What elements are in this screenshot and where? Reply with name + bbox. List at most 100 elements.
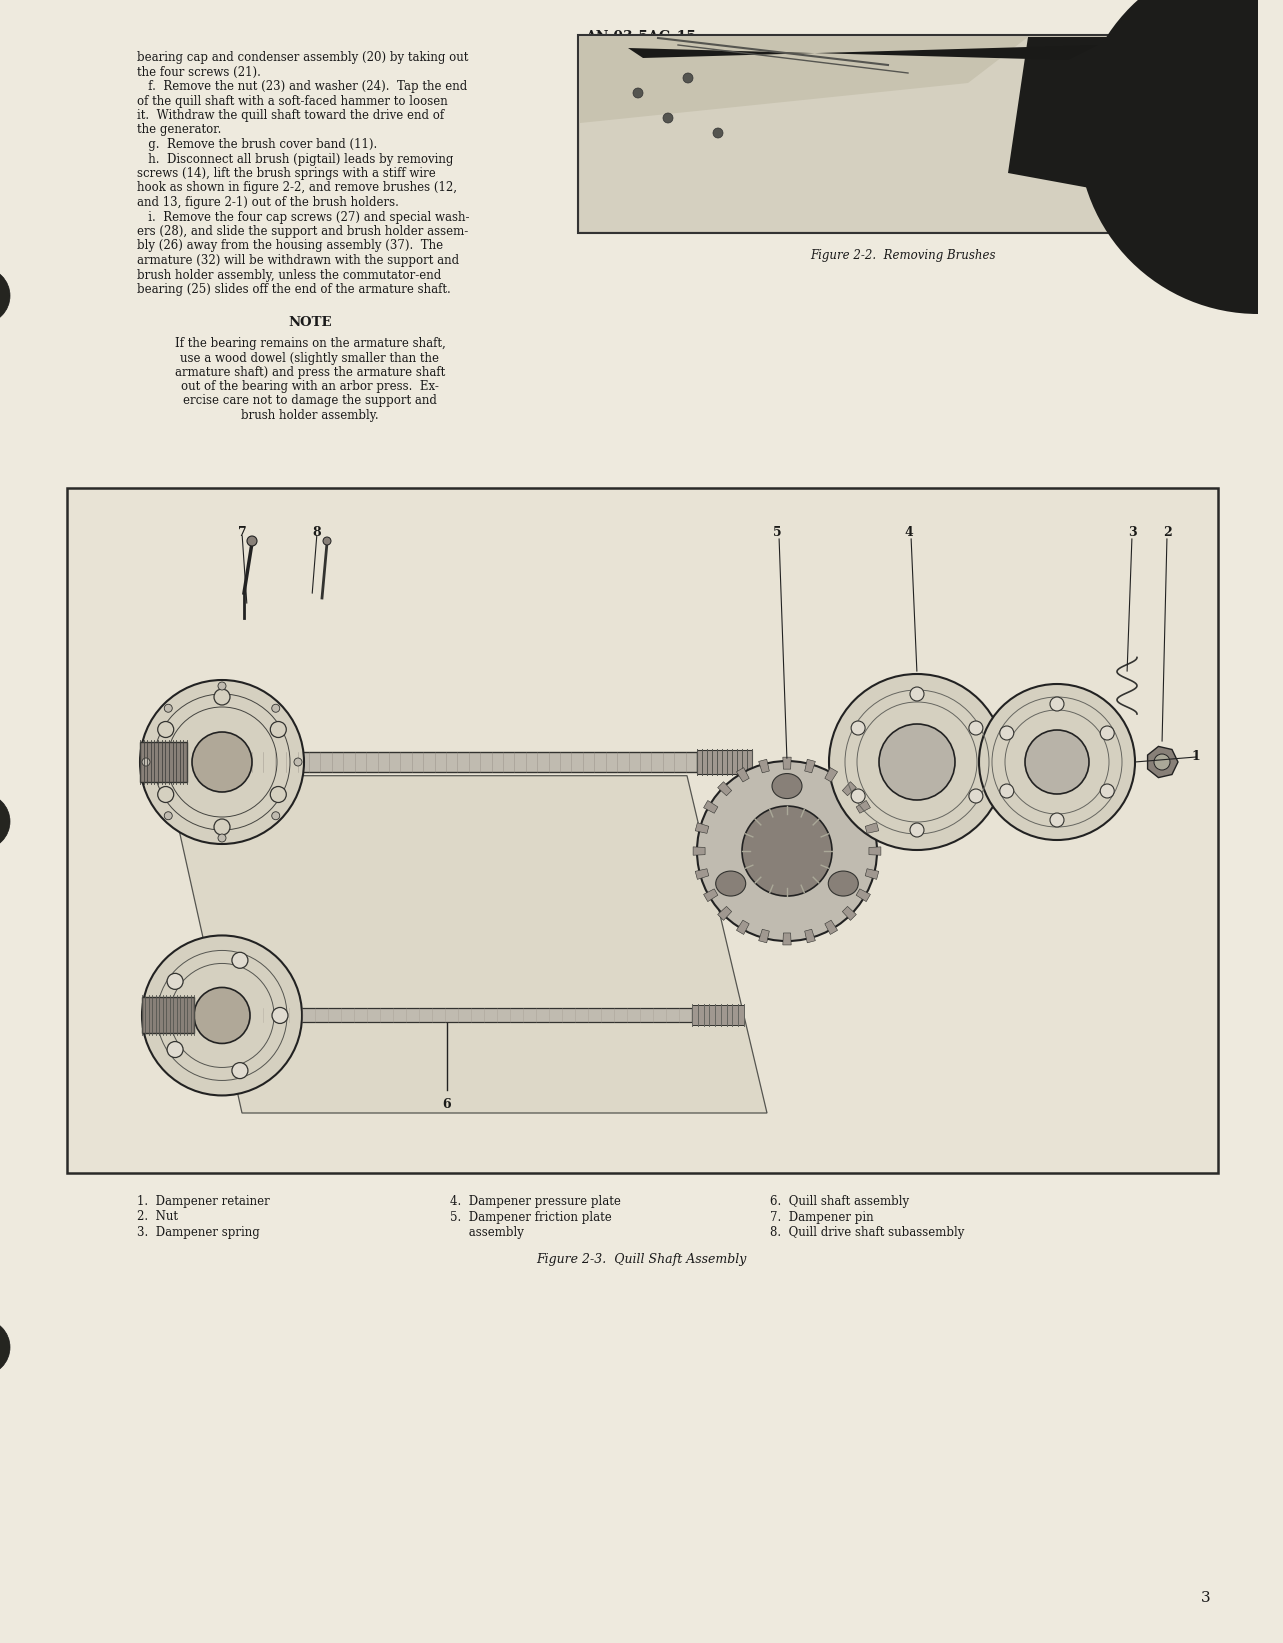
Bar (579, 35, 1228, 233)
Text: 6.  Quill shaft assembly: 6. Quill shaft assembly (770, 1194, 910, 1208)
Circle shape (999, 726, 1014, 739)
Circle shape (742, 807, 831, 895)
Text: 5.  Dampener friction plate: 5. Dampener friction plate (450, 1211, 612, 1224)
Circle shape (0, 268, 10, 324)
Circle shape (1025, 729, 1089, 794)
Polygon shape (804, 759, 815, 772)
Polygon shape (825, 767, 838, 782)
Circle shape (167, 973, 183, 989)
Text: out of the bearing with an arbor press.  Ex-: out of the bearing with an arbor press. … (181, 380, 439, 393)
Text: ercise care not to damage the support and: ercise care not to damage the support an… (183, 394, 438, 407)
Circle shape (158, 787, 173, 802)
Circle shape (683, 72, 693, 84)
Circle shape (272, 705, 280, 713)
Text: bearing (25) slides off the end of the armature shaft.: bearing (25) slides off the end of the a… (137, 283, 450, 296)
Circle shape (271, 787, 286, 802)
Text: screws (14), lift the brush springs with a stiff wire: screws (14), lift the brush springs with… (137, 168, 436, 181)
Circle shape (713, 128, 724, 138)
Polygon shape (167, 775, 767, 1112)
Circle shape (969, 789, 983, 803)
Circle shape (851, 721, 865, 734)
Text: NOTE: NOTE (289, 315, 332, 329)
Circle shape (910, 823, 924, 836)
Polygon shape (703, 800, 718, 813)
Polygon shape (1147, 746, 1178, 777)
Polygon shape (695, 823, 708, 833)
Polygon shape (843, 907, 856, 920)
Text: brush holder assembly, unless the commutator-end: brush holder assembly, unless the commut… (137, 268, 441, 281)
Circle shape (851, 789, 865, 803)
Polygon shape (703, 889, 718, 902)
Text: f.  Remove the nut (23) and washer (24).  Tap the end: f. Remove the nut (23) and washer (24). … (137, 81, 467, 94)
Polygon shape (736, 920, 749, 935)
Bar (692, 1006, 744, 1025)
Polygon shape (783, 757, 792, 769)
Text: armature (32) will be withdrawn with the support and: armature (32) will be withdrawn with the… (137, 255, 459, 268)
Circle shape (1101, 784, 1114, 798)
Text: 2.  Nut: 2. Nut (137, 1211, 178, 1224)
Text: g.  Remove the brush cover band (11).: g. Remove the brush cover band (11). (137, 138, 377, 151)
Circle shape (142, 935, 302, 1096)
Text: bearing cap and condenser assembly (20) by taking out: bearing cap and condenser assembly (20) … (137, 51, 468, 64)
Circle shape (979, 683, 1135, 840)
Text: assembly: assembly (450, 1226, 523, 1239)
Circle shape (879, 725, 955, 800)
Polygon shape (865, 823, 879, 833)
Circle shape (829, 674, 1005, 849)
Text: 8.  Quill drive shaft subassembly: 8. Quill drive shaft subassembly (770, 1226, 965, 1239)
Bar (142, 997, 194, 1033)
Text: Section II: Section II (1153, 25, 1230, 39)
Circle shape (272, 1007, 287, 1024)
Text: ers (28), and slide the support and brush holder assem-: ers (28), and slide the support and brus… (137, 225, 468, 238)
Circle shape (272, 812, 280, 820)
Text: use a wood dowel (slightly smaller than the: use a wood dowel (slightly smaller than … (181, 352, 440, 365)
Bar (697, 749, 752, 774)
Polygon shape (717, 907, 731, 920)
Text: 6: 6 (443, 1099, 452, 1111)
Text: 1: 1 (1191, 751, 1200, 764)
Bar (140, 743, 187, 782)
Bar (67, 488, 1218, 1173)
Text: 8: 8 (313, 526, 321, 539)
Text: 1.  Dampener retainer: 1. Dampener retainer (137, 1194, 269, 1208)
Polygon shape (580, 38, 1028, 123)
Circle shape (232, 1063, 248, 1078)
Ellipse shape (772, 774, 802, 798)
Text: i.  Remove the four cap screws (27) and special wash-: i. Remove the four cap screws (27) and s… (137, 210, 470, 223)
Circle shape (214, 818, 230, 835)
Text: and 13, figure 2-1) out of the brush holders.: and 13, figure 2-1) out of the brush hol… (137, 196, 399, 209)
Circle shape (140, 680, 304, 845)
Text: 3.  Dampener spring: 3. Dampener spring (137, 1226, 259, 1239)
Circle shape (164, 705, 172, 713)
Text: 3: 3 (1128, 526, 1137, 539)
Text: AN 03-5AG-15: AN 03-5AG-15 (585, 30, 697, 44)
Text: brush holder assembly.: brush holder assembly. (241, 409, 378, 422)
Circle shape (1049, 813, 1064, 826)
Polygon shape (869, 846, 881, 856)
Text: Paragraph 2-4: Paragraph 2-4 (1119, 39, 1230, 53)
Text: 4.  Dampener pressure plate: 4. Dampener pressure plate (450, 1194, 621, 1208)
Text: Figure 2-3.  Quill Shaft Assembly: Figure 2-3. Quill Shaft Assembly (536, 1254, 747, 1267)
Polygon shape (1008, 38, 1227, 214)
Circle shape (194, 987, 250, 1043)
Circle shape (164, 812, 172, 820)
Bar (580, 38, 1227, 232)
Text: bly (26) away from the housing assembly (37).  The: bly (26) away from the housing assembly … (137, 240, 443, 253)
Ellipse shape (829, 871, 858, 895)
Polygon shape (758, 759, 770, 772)
Text: 4: 4 (905, 526, 913, 539)
Text: of the quill shaft with a soft-faced hammer to loosen: of the quill shaft with a soft-faced ham… (137, 95, 448, 107)
Text: 2: 2 (1162, 526, 1171, 539)
Polygon shape (804, 930, 815, 943)
Circle shape (969, 721, 983, 734)
Circle shape (232, 953, 248, 968)
Circle shape (697, 761, 878, 941)
Circle shape (1049, 697, 1064, 711)
Polygon shape (627, 44, 1098, 61)
Text: h.  Disconnect all brush (pigtail) leads by removing: h. Disconnect all brush (pigtail) leads … (137, 153, 453, 166)
Circle shape (323, 537, 331, 545)
Circle shape (214, 688, 230, 705)
Text: If the bearing remains on the armature shaft,: If the bearing remains on the armature s… (174, 337, 445, 350)
Polygon shape (736, 767, 749, 782)
Circle shape (142, 757, 150, 766)
